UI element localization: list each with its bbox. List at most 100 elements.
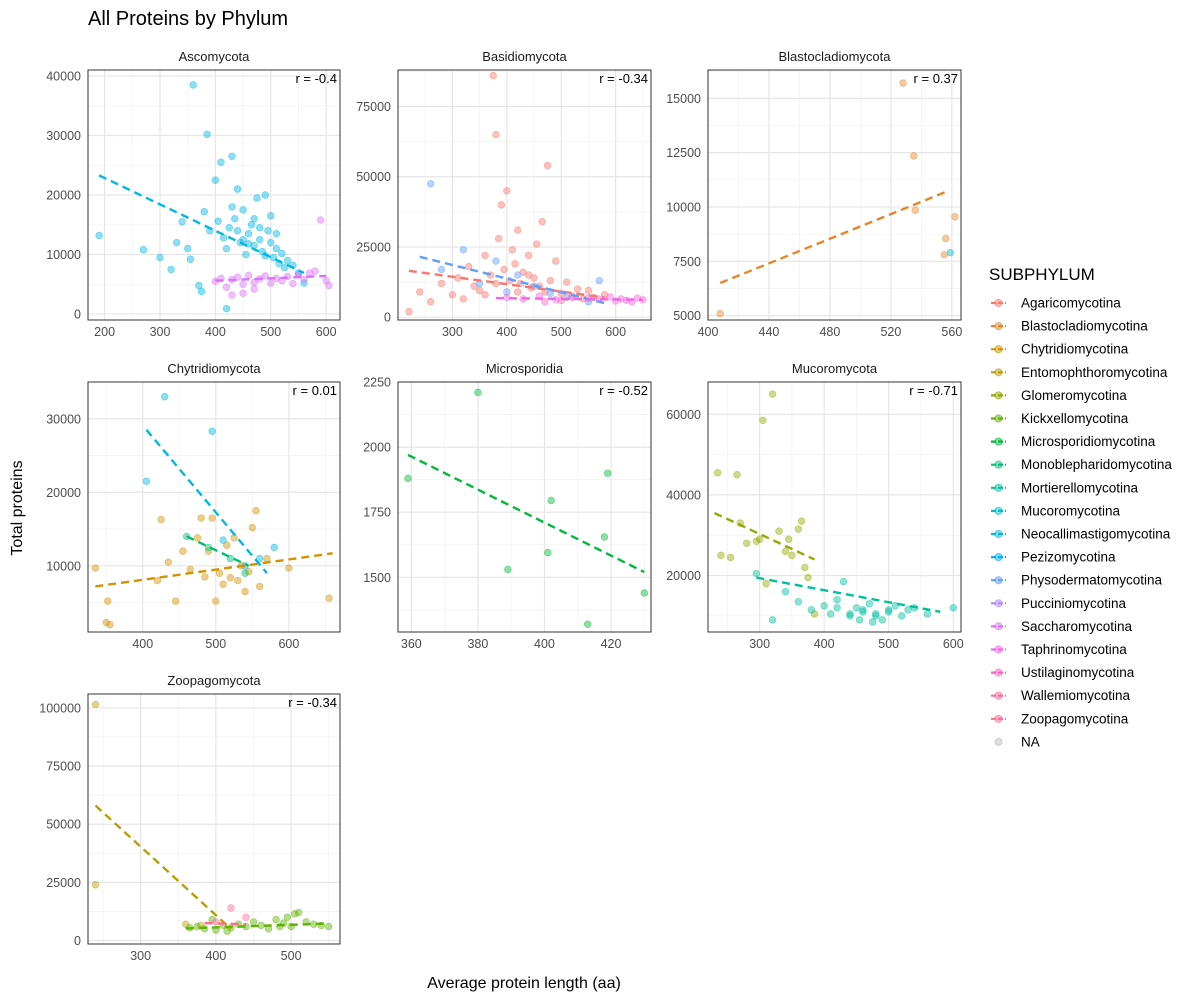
data-point	[541, 298, 549, 306]
legend-item: Kickxellomycotina	[991, 411, 1129, 426]
data-point	[465, 262, 473, 271]
facet-panel: Blastocladiomycota r = 0.37 400 440 480 520 56…	[666, 49, 962, 339]
series-points	[404, 388, 649, 628]
series-points	[833, 604, 893, 620]
data-point	[752, 569, 761, 578]
legend-key-point	[994, 368, 1003, 377]
y-tick-label: 25000	[356, 240, 391, 254]
data-point	[459, 246, 467, 254]
x-tick-label: 600	[316, 325, 337, 339]
legend-item: Chytridiomycotina	[991, 342, 1129, 357]
data-point	[316, 216, 325, 224]
data-point	[253, 194, 261, 202]
series-points	[211, 216, 333, 299]
legend-key-point	[994, 529, 1003, 539]
data-point	[492, 257, 500, 265]
data-point	[167, 265, 175, 274]
legend-key-point	[994, 576, 1003, 585]
legend-label: Mucoromycotina	[1021, 503, 1121, 518]
legend-item: Saccharomycotina	[991, 619, 1133, 634]
correlation-label: r = 0.37	[914, 71, 958, 86]
x-tick-label: 300	[442, 325, 463, 339]
data-point	[153, 576, 162, 585]
data-point	[270, 543, 278, 552]
legend-item: NA	[994, 734, 1040, 749]
legend-key-point	[994, 298, 1003, 308]
data-point	[283, 256, 292, 265]
legend-key-point	[994, 737, 1003, 747]
data-point	[223, 541, 231, 549]
data-point	[226, 573, 235, 582]
y-tick-label: 2250	[363, 376, 391, 390]
legend-key-point	[994, 668, 1003, 677]
data-point	[733, 471, 741, 479]
data-point	[524, 251, 533, 260]
legend-item: Taphrinomycotina	[991, 642, 1127, 657]
data-point	[489, 71, 497, 80]
y-tick-label: 75000	[356, 100, 391, 114]
data-point	[513, 226, 522, 234]
data-point	[249, 918, 258, 926]
x-tick-label: 360	[401, 637, 422, 651]
legend-label: Glomeromycotina	[1021, 388, 1127, 403]
legend-title: SUBPHYLUM	[989, 265, 1095, 284]
series-points	[946, 248, 955, 257]
data-point	[264, 227, 272, 235]
trend-line	[215, 274, 327, 282]
grid-lines	[88, 70, 340, 320]
legend-key-point	[994, 437, 1003, 446]
data-point	[215, 569, 224, 577]
data-point	[500, 265, 508, 274]
trend-line	[185, 922, 329, 930]
data-point	[222, 304, 231, 313]
data-point	[820, 602, 828, 610]
chart-title: All Proteins by Phylum	[88, 8, 288, 30]
facet-title: Chytridiomycota	[167, 361, 261, 376]
data-point	[899, 79, 907, 87]
data-point	[241, 569, 249, 577]
y-tick-label: 60000	[666, 408, 701, 422]
data-point	[186, 255, 195, 263]
legend-item: Entomophthoromycotina	[991, 365, 1168, 380]
data-point	[283, 913, 292, 921]
x-tick-label: 400	[534, 637, 555, 651]
data-point	[513, 271, 522, 279]
data-point	[255, 582, 264, 591]
trend-line	[98, 174, 305, 275]
legend-item: Mortierellomycotina	[991, 480, 1139, 495]
legend-key-point	[994, 622, 1003, 631]
data-point	[538, 217, 546, 226]
x-tick-label: 560	[941, 325, 962, 339]
data-point	[897, 612, 906, 620]
data-point	[595, 276, 604, 285]
data-point	[91, 564, 100, 572]
data-point	[325, 281, 333, 290]
trend-line	[408, 269, 605, 299]
legend-item: Wallemiomycotina	[991, 688, 1131, 703]
data-point	[508, 246, 516, 254]
data-point	[405, 307, 413, 316]
series-points	[752, 569, 957, 626]
trend-line	[186, 535, 250, 567]
data-point	[503, 187, 511, 195]
panel-border	[87, 381, 341, 633]
y-tick-label: 7500	[673, 255, 701, 269]
data-point	[717, 551, 725, 560]
legend-key-point	[994, 391, 1003, 400]
data-point	[859, 606, 867, 614]
data-point	[178, 218, 186, 226]
data-point	[201, 573, 209, 581]
data-point	[212, 918, 220, 926]
data-point	[865, 600, 874, 608]
x-tick-label: 420	[601, 637, 622, 651]
data-point	[794, 598, 803, 606]
data-point	[942, 234, 950, 243]
x-tick-label: 500	[878, 637, 899, 651]
x-tick-label: 400	[205, 949, 226, 963]
data-point	[759, 416, 767, 425]
data-point	[504, 565, 512, 574]
x-tick-label: 400	[205, 325, 226, 339]
legend-key-point	[994, 645, 1003, 654]
grid-lines	[708, 382, 961, 632]
